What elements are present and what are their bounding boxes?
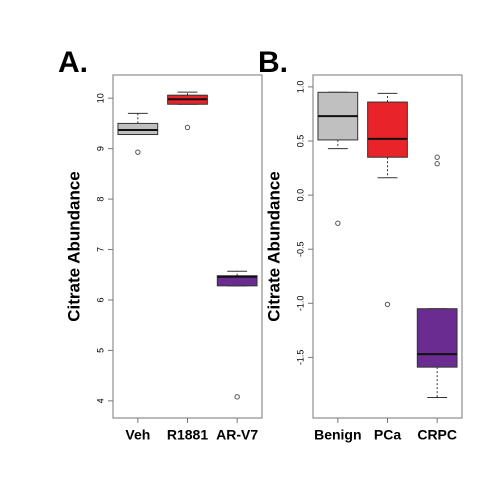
y-tick-label: 9 — [95, 146, 105, 151]
x-tick-label: Veh — [125, 427, 150, 443]
y-tick-label: -1.0 — [295, 296, 305, 312]
box — [416, 308, 458, 368]
box — [117, 122, 159, 136]
y-tick-label: 7 — [95, 247, 105, 252]
box — [216, 275, 258, 287]
x-tick-label: Benign — [314, 427, 361, 443]
y-tick-label: 5 — [95, 348, 105, 353]
panel-label: B. — [258, 46, 288, 79]
y-tick-label: 4 — [95, 398, 105, 403]
x-tick-label: PCa — [374, 427, 401, 443]
y-tick-label: 8 — [95, 197, 105, 202]
y-axis-label: Citrate Abundance — [64, 171, 83, 322]
y-tick-label: 10 — [95, 93, 105, 103]
y-tick-label: 0.0 — [295, 189, 305, 202]
y-tick-label: 1.0 — [295, 81, 305, 94]
outlier — [434, 154, 440, 160]
y-tick-label: 0.5 — [295, 135, 305, 148]
outlier — [434, 161, 440, 167]
y-tick-label: -1.5 — [295, 350, 305, 366]
outlier — [335, 220, 341, 226]
x-tick-label: R1881 — [167, 427, 208, 443]
outlier — [234, 394, 240, 400]
x-tick-label: AR-V7 — [216, 427, 258, 443]
outlier — [135, 149, 141, 155]
box — [367, 101, 408, 158]
y-tick-label: -0.5 — [295, 241, 305, 257]
y-axis-label: Citrate Abundance — [264, 171, 283, 322]
y-tick-label: 6 — [95, 297, 105, 302]
outlier — [384, 301, 391, 308]
panel-label: A. — [58, 46, 88, 79]
outlier — [184, 124, 191, 131]
x-tick-label: CRPC — [417, 427, 457, 443]
